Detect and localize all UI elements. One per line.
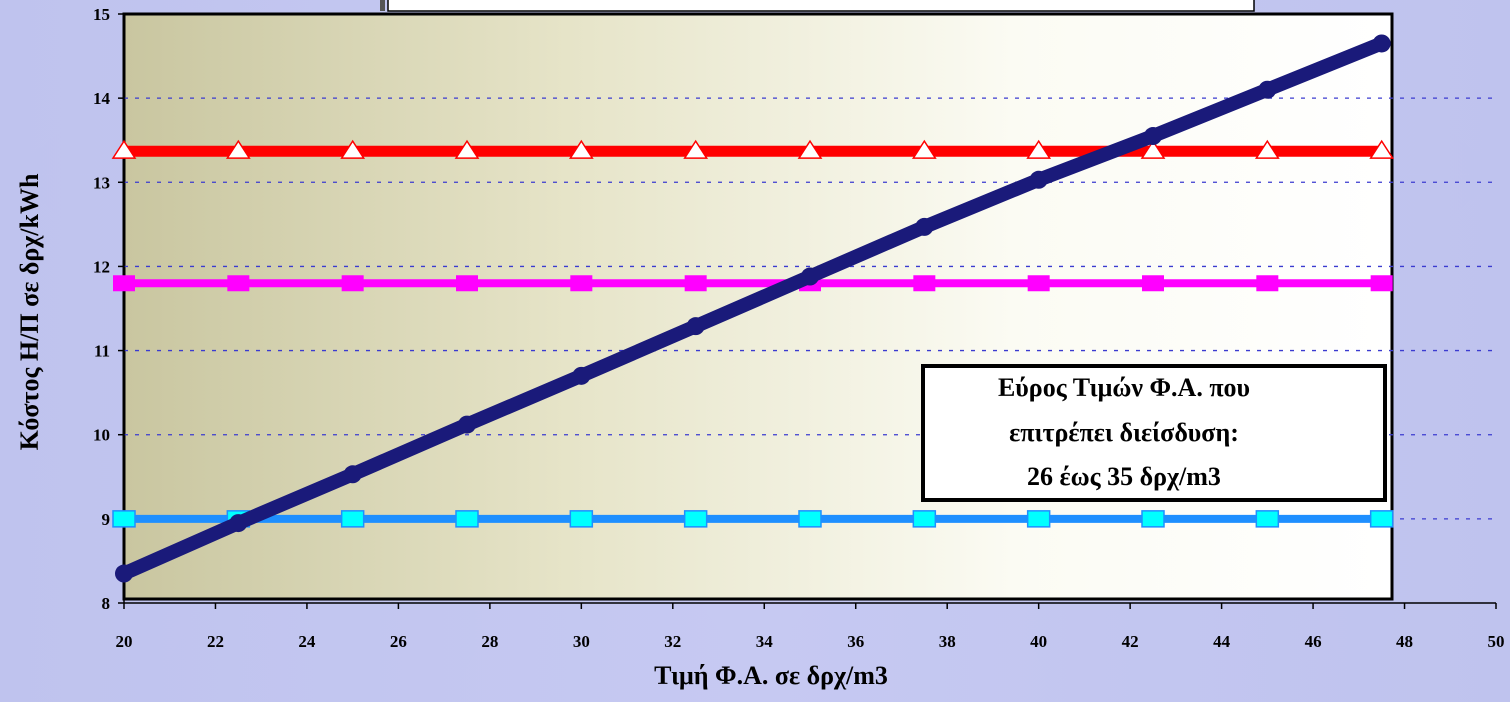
data-point (797, 139, 823, 159)
data-point (1370, 275, 1393, 292)
data-point (570, 275, 593, 292)
y-tick-label: 9 (102, 510, 111, 529)
data-point (340, 510, 365, 528)
data-point (340, 139, 366, 159)
data-point (686, 317, 705, 336)
y-tick-label: 14 (93, 89, 111, 108)
data-point (1254, 139, 1280, 159)
data-point (1372, 34, 1391, 53)
x-tick-label: 32 (664, 632, 681, 651)
data-point (1142, 275, 1164, 292)
data-point (683, 139, 709, 159)
x-tick-label: 42 (1122, 632, 1139, 651)
data-point (455, 510, 479, 528)
annotation-text: επιτρέπει διείσδυση: (1009, 418, 1239, 447)
annotation-text: Εύρος Τιμών Φ.Α. που (998, 373, 1250, 402)
data-point (1026, 510, 1051, 528)
legend-marker (380, 0, 385, 11)
data-point (798, 510, 822, 528)
data-point (801, 267, 819, 286)
y-tick-label: 11 (94, 342, 110, 361)
data-point (456, 275, 478, 292)
data-point (115, 564, 133, 583)
x-tick-label: 24 (298, 632, 316, 651)
data-point (1029, 170, 1048, 189)
data-point (111, 139, 137, 159)
data-point (343, 465, 362, 484)
data-point (1141, 510, 1165, 528)
data-point (112, 510, 136, 528)
y-axis-title: Κόστος Η/Π σε δρχ/kWh (15, 173, 44, 450)
data-point (1026, 139, 1052, 159)
data-point (113, 275, 135, 292)
x-tick-label: 36 (847, 632, 864, 651)
x-tick-label: 20 (116, 632, 133, 651)
annotation-box (921, 364, 1387, 502)
data-point (1255, 510, 1280, 528)
x-tick-label: 26 (390, 632, 407, 651)
x-tick-label: 40 (1030, 632, 1047, 651)
x-tick-label: 22 (207, 632, 224, 651)
legend-box (387, 0, 1255, 12)
data-point (911, 139, 937, 159)
y-tick-label: 15 (93, 5, 110, 24)
data-point (569, 510, 594, 528)
data-point (229, 514, 248, 533)
data-point (1140, 139, 1166, 159)
data-point (683, 510, 708, 528)
data-point (1369, 510, 1394, 528)
x-tick-label: 34 (756, 632, 774, 651)
x-tick-label: 28 (481, 632, 498, 651)
data-point (1256, 275, 1279, 292)
data-point (912, 510, 937, 528)
y-tick-label: 13 (93, 173, 110, 192)
data-point (684, 275, 707, 292)
data-point (227, 275, 250, 292)
data-point (341, 275, 364, 292)
x-tick-label: 38 (939, 632, 956, 651)
data-point (225, 139, 251, 159)
data-point (1144, 127, 1162, 146)
x-tick-label: 48 (1396, 632, 1413, 651)
x-tick-label: 30 (573, 632, 590, 651)
annotation-text: 26 έως 35 δρχ/m3 (1027, 462, 1221, 491)
data-point (1027, 275, 1050, 292)
data-point (454, 139, 480, 159)
y-tick-label: 12 (93, 257, 110, 276)
x-tick-label: 46 (1305, 632, 1322, 651)
x-axis-title: Τιμή Φ.Α. σε δρχ/m3 (654, 661, 888, 690)
data-point (458, 415, 476, 434)
data-point (1258, 80, 1277, 99)
y-tick-label: 10 (93, 426, 110, 445)
x-tick-label: 50 (1488, 632, 1505, 651)
data-point (1369, 139, 1395, 159)
series-line (117, 36, 1389, 581)
data-point (913, 275, 936, 292)
x-tick-label: 44 (1213, 632, 1231, 651)
data-point (568, 139, 594, 159)
y-tick-label: 8 (102, 594, 111, 613)
data-point (572, 366, 591, 385)
data-point (915, 217, 934, 236)
